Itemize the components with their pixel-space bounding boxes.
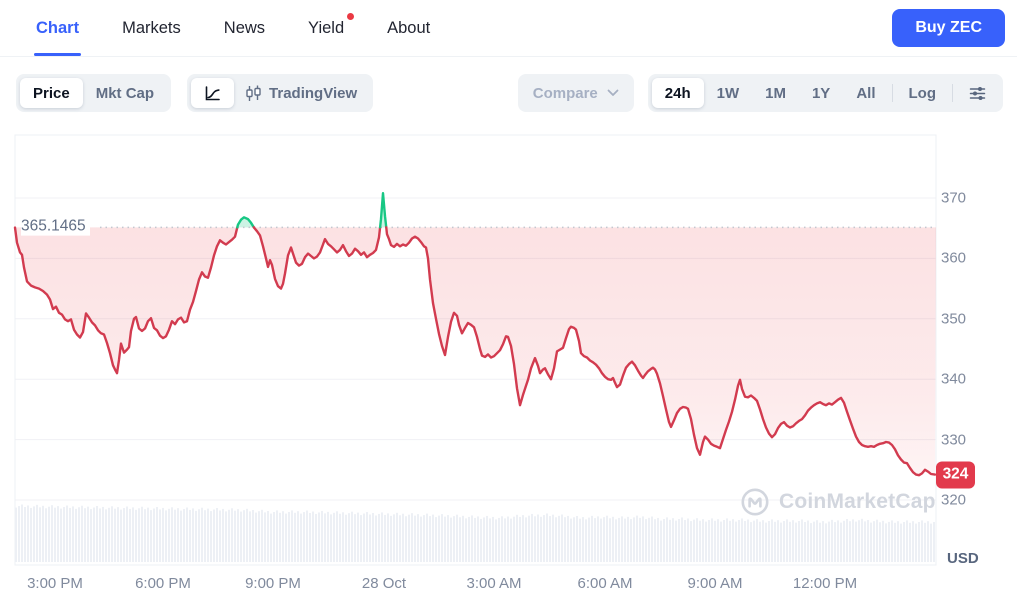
x-tick-label: 3:00 PM	[27, 575, 83, 592]
x-tick-label: 9:00 PM	[245, 575, 301, 592]
compare-label: Compare	[532, 84, 598, 102]
tab-news[interactable]: News	[224, 0, 265, 56]
page-tabs: Chart Markets News Yield About	[33, 0, 430, 56]
y-tick-label: 370	[941, 189, 967, 207]
chevron-down-icon	[607, 89, 619, 96]
tab-about[interactable]: About	[387, 0, 430, 56]
range-24h-button[interactable]: 24h	[651, 78, 704, 108]
divider	[952, 84, 953, 102]
chart-settings-button[interactable]	[956, 78, 999, 108]
top-navigation: Chart Markets News Yield About Buy ZEC	[0, 0, 1017, 57]
x-tick-label: 12:00 PM	[792, 575, 858, 592]
tab-markets[interactable]: Markets	[122, 0, 181, 56]
tradingview-button[interactable]: TradingView	[234, 78, 369, 108]
x-tick-label: 6:00 AM	[577, 575, 633, 592]
sliders-icon	[969, 86, 986, 100]
tradingview-label: TradingView	[269, 84, 358, 102]
current-price-badge: 324	[936, 461, 975, 489]
x-tick-label: 6:00 PM	[135, 575, 191, 592]
price-toggle-button[interactable]: Price	[20, 78, 83, 108]
chart-toolbar: Price Mkt Cap TradingView	[0, 73, 1017, 113]
x-tick-label: 28 Oct	[361, 575, 407, 592]
tab-chart[interactable]: Chart	[33, 0, 82, 56]
range-1m-button[interactable]: 1M	[765, 84, 786, 102]
candlestick-icon	[246, 85, 261, 101]
line-chart-type-button[interactable]	[191, 78, 235, 108]
compare-button[interactable]: Compare	[517, 74, 634, 112]
y-tick-label: 340	[941, 370, 967, 388]
divider	[891, 84, 893, 102]
range-all-button[interactable]: All	[856, 84, 876, 102]
time-range-selector: 24h 1W 1M 1Y All Log	[647, 74, 1003, 112]
tab-markets-label: Markets	[122, 18, 181, 37]
chart-type-toggle: TradingView	[187, 74, 374, 112]
range-1w-button[interactable]: 1W	[716, 84, 740, 102]
coinmarketcap-logo-icon	[741, 488, 769, 516]
toolbar-right-cluster: Compare 24h 1W 1M 1Y All Log	[517, 74, 1003, 112]
y-tick-label: 320	[941, 491, 967, 509]
log-scale-toggle[interactable]: Log	[908, 84, 937, 102]
y-tick-label: 360	[941, 249, 967, 267]
tab-news-label: News	[223, 18, 266, 37]
y-tick-label: 350	[941, 310, 967, 328]
coinmarketcap-watermark: CoinMarketCap	[740, 487, 936, 517]
mktcap-toggle-button[interactable]: Mkt Cap	[95, 84, 155, 102]
currency-label: USD	[947, 550, 979, 567]
metric-toggle: Price Mkt Cap	[16, 74, 172, 112]
open-price-label: 365.1465	[21, 217, 90, 236]
y-tick-label: 330	[941, 431, 967, 449]
tab-yield[interactable]: Yield	[308, 0, 355, 56]
tab-yield-label: Yield	[308, 18, 345, 37]
watermark-text: CoinMarketCap	[779, 490, 936, 513]
notification-dot	[347, 13, 355, 20]
x-tick-label: 9:00 AM	[687, 575, 743, 592]
range-1y-button[interactable]: 1Y	[811, 84, 831, 102]
line-chart-icon	[205, 85, 220, 100]
tab-chart-label: Chart	[36, 18, 80, 37]
buy-zec-button[interactable]: Buy ZEC	[892, 9, 1005, 47]
tab-about-label: About	[387, 18, 431, 37]
x-tick-label: 3:00 AM	[466, 575, 522, 592]
